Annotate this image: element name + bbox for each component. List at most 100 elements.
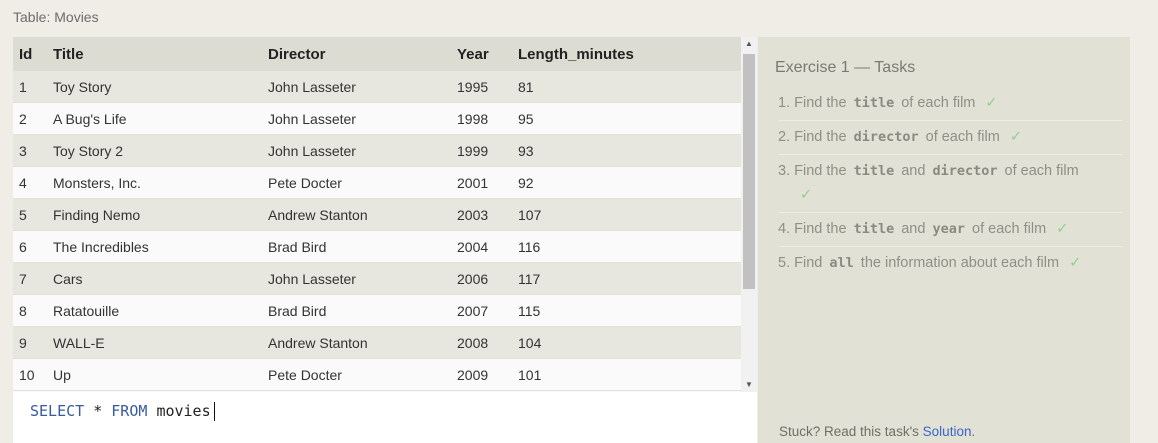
table-scrollbar[interactable]: ▲ ▼ bbox=[741, 37, 757, 392]
cell-id: 4 bbox=[13, 166, 47, 199]
cell-year: 2004 bbox=[451, 230, 512, 263]
exercise-title: Exercise 1 — Tasks bbox=[775, 59, 916, 76]
stuck-text: Stuck? Read this task's bbox=[779, 424, 919, 439]
table-row: 10 Up Pete Docter 2009 101 bbox=[13, 358, 741, 391]
table-row: 3 Toy Story 2 John Lasseter 1999 93 bbox=[13, 134, 741, 167]
cell-id: 6 bbox=[13, 230, 47, 263]
table-row: 6 The Incredibles Brad Bird 2004 116 bbox=[13, 230, 741, 263]
checkmark-icon: ✓ bbox=[1009, 129, 1022, 145]
results-panel: Id Title Director Year Length_minutes 1 … bbox=[13, 37, 757, 443]
column-header-id: Id bbox=[13, 37, 47, 71]
task-text: and bbox=[901, 221, 926, 237]
cell-director: Pete Docter bbox=[262, 358, 451, 391]
cell-title: Up bbox=[47, 358, 262, 391]
triangle-up-icon[interactable]: ▲ bbox=[745, 39, 753, 48]
task-code: year bbox=[932, 221, 965, 237]
column-header-year: Year bbox=[451, 37, 512, 71]
task-text: Find the bbox=[794, 129, 847, 145]
cell-director: Andrew Stanton bbox=[262, 198, 451, 231]
results-table: Id Title Director Year Length_minutes 1 … bbox=[13, 37, 741, 391]
cell-title: Monsters, Inc. bbox=[47, 166, 262, 199]
cell-director: Brad Bird bbox=[262, 294, 451, 327]
task-text: of each film bbox=[901, 95, 976, 111]
sql-table-name: movies bbox=[156, 402, 211, 420]
task-number: 2. bbox=[778, 129, 791, 145]
cell-title: The Incredibles bbox=[47, 230, 262, 263]
cell-year: 1995 bbox=[451, 71, 512, 103]
cell-length: 107 bbox=[512, 198, 741, 231]
cell-year: 2003 bbox=[451, 198, 512, 231]
task-text: and bbox=[901, 163, 926, 179]
scrollbar-thumb[interactable] bbox=[743, 54, 755, 289]
task-text: the information about each film bbox=[860, 255, 1060, 271]
task-code: director bbox=[853, 129, 919, 145]
cell-title: Toy Story 2 bbox=[47, 134, 262, 167]
checkmark-icon: ✓ bbox=[1056, 221, 1069, 237]
cell-title: Ratatouille bbox=[47, 294, 262, 327]
solution-link[interactable]: Solution bbox=[922, 424, 972, 439]
cell-title: WALL-E bbox=[47, 326, 262, 359]
cell-id: 2 bbox=[13, 102, 47, 135]
cell-id: 7 bbox=[13, 262, 47, 295]
task-text: Find the bbox=[794, 221, 847, 237]
task-number: 5. bbox=[778, 255, 791, 271]
cell-title: A Bug's Life bbox=[47, 102, 262, 135]
task-item: 2. Find the director of each film ✓ bbox=[778, 121, 1123, 155]
table-row: 4 Monsters, Inc. Pete Docter 2001 92 bbox=[13, 166, 741, 199]
task-item: 3. Find the title and director of each f… bbox=[778, 155, 1123, 213]
cell-director: John Lasseter bbox=[262, 134, 451, 167]
table-row: 7 Cars John Lasseter 2006 117 bbox=[13, 262, 741, 295]
task-text: of each film bbox=[972, 221, 1047, 237]
cell-title: Finding Nemo bbox=[47, 198, 262, 231]
exercise-tasks-panel: Exercise 1 — Tasks 1. Find the title of … bbox=[758, 37, 1130, 443]
cell-length: 81 bbox=[512, 71, 741, 103]
table-row: 2 A Bug's Life John Lasseter 1998 95 bbox=[13, 102, 741, 135]
cell-director: Pete Docter bbox=[262, 166, 451, 199]
table-header-row: Id Title Director Year Length_minutes bbox=[13, 37, 741, 71]
task-text: of each film bbox=[1004, 163, 1079, 179]
column-header-title: Title bbox=[47, 37, 262, 71]
sql-keyword-from: FROM bbox=[111, 402, 148, 420]
column-header-length-minutes: Length_minutes bbox=[512, 37, 741, 71]
task-number: 1. bbox=[778, 95, 791, 111]
task-code: title bbox=[853, 163, 895, 179]
task-code: title bbox=[853, 221, 895, 237]
cell-length: 117 bbox=[512, 262, 741, 295]
cell-director: John Lasseter bbox=[262, 102, 451, 135]
cell-id: 10 bbox=[13, 358, 47, 391]
sql-query-editor[interactable]: SELECT * FROM movies bbox=[13, 392, 757, 443]
task-item: 1. Find the title of each film ✓ bbox=[778, 87, 1123, 121]
cell-length: 101 bbox=[512, 358, 741, 391]
text-cursor bbox=[213, 402, 215, 421]
cell-title: Toy Story bbox=[47, 71, 262, 103]
results-table-viewport: Id Title Director Year Length_minutes 1 … bbox=[13, 37, 741, 392]
task-text: Find bbox=[794, 255, 823, 271]
task-number: 4. bbox=[778, 221, 791, 237]
cell-id: 5 bbox=[13, 198, 47, 231]
stuck-hint: Stuck? Read this task's Solution. bbox=[779, 424, 975, 439]
cell-year: 2006 bbox=[451, 262, 512, 295]
cell-title: Cars bbox=[47, 262, 262, 295]
task-item: 5. Find all the information about each f… bbox=[778, 247, 1123, 280]
triangle-down-icon[interactable]: ▼ bbox=[745, 380, 753, 389]
task-text: of each film bbox=[925, 129, 1000, 145]
task-list: 1. Find the title of each film ✓ 2. Find… bbox=[778, 87, 1123, 280]
cell-year: 2008 bbox=[451, 326, 512, 359]
sql-keyword-select: SELECT bbox=[30, 402, 85, 420]
cell-year: 2007 bbox=[451, 294, 512, 327]
task-code: all bbox=[829, 255, 854, 271]
table-caption: Table: Movies bbox=[13, 9, 99, 25]
cell-id: 1 bbox=[13, 71, 47, 103]
task-text: Find the bbox=[794, 163, 847, 179]
cell-id: 8 bbox=[13, 294, 47, 327]
cell-director: John Lasseter bbox=[262, 71, 451, 103]
table-row: 8 Ratatouille Brad Bird 2007 115 bbox=[13, 294, 741, 327]
task-number: 3. bbox=[778, 163, 791, 179]
sql-query-line[interactable]: SELECT * FROM movies bbox=[30, 402, 215, 421]
cell-id: 9 bbox=[13, 326, 47, 359]
cell-length: 92 bbox=[512, 166, 741, 199]
task-item: 4. Find the title and year of each film … bbox=[778, 213, 1123, 247]
cell-year: 1998 bbox=[451, 102, 512, 135]
task-code: title bbox=[853, 95, 895, 111]
